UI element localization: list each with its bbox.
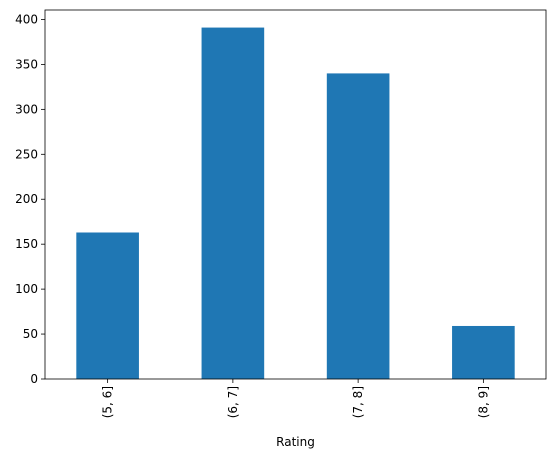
- bar: [326, 73, 390, 379]
- x-tick-label: (5, 6]: [101, 386, 115, 418]
- y-tick-label: 100: [15, 282, 38, 296]
- y-tick-label: 0: [30, 372, 38, 386]
- plot-frame: [44, 9, 547, 380]
- bar: [201, 27, 265, 379]
- y-tick-label: 350: [15, 57, 38, 71]
- bar: [76, 232, 139, 379]
- y-tick-label: 250: [15, 147, 38, 161]
- y-tick-label: 300: [15, 102, 38, 116]
- y-tick-label: 50: [23, 327, 38, 341]
- x-axis: (5, 6] (6, 7] (7, 8] (8, 9]: [101, 379, 490, 418]
- y-tick-label: 400: [15, 12, 38, 26]
- x-tick-label: (7, 8]: [351, 386, 365, 418]
- y-axis: 0 50 100 150 200 250 300 350 400: [15, 12, 45, 386]
- x-tick-label: (8, 9]: [476, 386, 490, 418]
- y-tick-label: 200: [15, 192, 38, 206]
- x-axis-label: Rating: [276, 435, 315, 449]
- x-tick-label: (6, 7]: [226, 386, 240, 418]
- bars-group: [76, 27, 515, 379]
- y-tick-label: 150: [15, 237, 38, 251]
- bar: [452, 325, 515, 379]
